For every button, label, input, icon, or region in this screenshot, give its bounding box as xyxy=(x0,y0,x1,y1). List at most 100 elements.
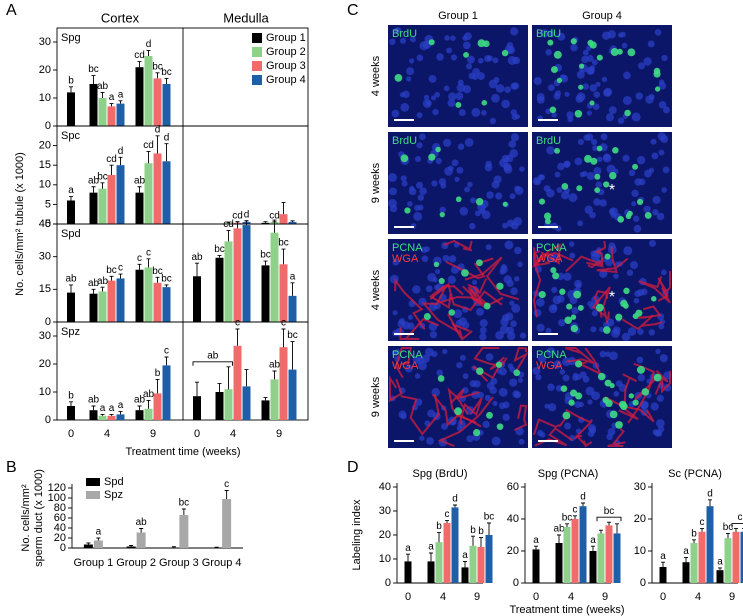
bar xyxy=(135,67,144,126)
panel-letter: C xyxy=(347,2,359,19)
nucleus xyxy=(655,419,665,428)
nucleus xyxy=(535,374,542,381)
nucleus xyxy=(400,413,407,420)
labeled-cell xyxy=(513,369,521,377)
nucleus xyxy=(615,380,623,388)
nucleus xyxy=(563,272,572,281)
nucleus xyxy=(555,384,563,392)
micrograph: BrdU xyxy=(388,132,528,234)
panel-letter: D xyxy=(347,459,359,476)
x-tick-label: 4 xyxy=(230,428,236,440)
bar xyxy=(242,386,251,420)
labeled-cell xyxy=(604,253,611,260)
error-bar xyxy=(692,539,696,543)
bar xyxy=(706,506,714,583)
annotation: * xyxy=(609,182,615,199)
labeled-cell xyxy=(554,147,561,154)
nucleus xyxy=(602,153,612,163)
labeled-cell xyxy=(560,385,568,393)
bar xyxy=(555,543,563,583)
nucleus xyxy=(575,282,582,289)
nucleus xyxy=(557,162,565,171)
nucleus xyxy=(432,277,438,283)
nucleus xyxy=(628,169,636,177)
nucleus xyxy=(510,82,518,90)
significance-letter: a xyxy=(109,403,115,414)
bar xyxy=(153,393,162,420)
nucleus xyxy=(634,290,641,297)
chart-title: Sc (PCNA) xyxy=(668,468,722,480)
y-tick-label: 30 xyxy=(379,505,391,517)
nucleus xyxy=(431,180,438,187)
labeled-cell xyxy=(552,272,560,280)
error-bar xyxy=(573,515,577,519)
error-bar xyxy=(118,411,123,415)
labeled-cell xyxy=(574,360,583,368)
x-axis-label: Treatment time (weeks) xyxy=(509,604,624,616)
nucleus xyxy=(636,356,644,364)
labeled-cell xyxy=(475,197,484,206)
error-bar xyxy=(453,504,457,508)
micrograph-background xyxy=(388,25,528,127)
nucleus xyxy=(631,201,637,207)
y-tick-label: 0 xyxy=(640,577,646,589)
nucleus xyxy=(627,327,637,336)
error-bar xyxy=(118,156,123,166)
nucleus xyxy=(510,27,519,36)
nucleus xyxy=(421,354,430,363)
nucleus xyxy=(545,327,552,334)
significance-letter: c xyxy=(700,517,705,528)
nucleus xyxy=(546,146,555,155)
significance-letter: b xyxy=(68,390,74,401)
nucleus xyxy=(613,273,619,279)
nucleus xyxy=(633,215,640,222)
y-axis-label: No. cells/mm² xyxy=(20,484,32,552)
stain-label: WGA xyxy=(392,360,419,372)
x-tick-label: 4 xyxy=(695,591,701,603)
y-tick-label: 0 xyxy=(385,577,391,589)
bar xyxy=(89,410,98,420)
nucleus xyxy=(566,111,574,119)
nucleus xyxy=(591,138,598,145)
nucleus xyxy=(510,133,519,142)
error-bar xyxy=(700,528,704,532)
bar xyxy=(89,84,98,126)
error-bar xyxy=(146,258,151,268)
significance-letter: ab xyxy=(191,252,203,263)
bar xyxy=(435,542,443,583)
y-tick-label: 30 xyxy=(39,251,51,263)
nucleus xyxy=(563,160,571,168)
error-bar xyxy=(91,186,96,193)
significance-letter: a xyxy=(96,527,102,538)
error-bar xyxy=(226,230,231,242)
nucleus xyxy=(492,57,499,64)
labeled-cell xyxy=(653,373,662,382)
nucleus xyxy=(519,332,527,339)
nucleus xyxy=(400,175,407,182)
bar xyxy=(233,228,242,322)
nucleus xyxy=(509,193,516,200)
nucleus xyxy=(389,204,398,213)
membrane-stain xyxy=(389,374,403,403)
significance-letter: c xyxy=(146,247,151,258)
nucleus xyxy=(592,145,599,152)
nucleus xyxy=(462,373,469,380)
labeled-cell xyxy=(566,303,573,310)
error-bar xyxy=(557,534,561,543)
error-bar xyxy=(171,546,176,548)
y-tick-label: 15 xyxy=(39,159,51,171)
bar xyxy=(67,292,75,322)
nucleus xyxy=(438,178,447,186)
row-label: Spd xyxy=(61,228,81,240)
membrane-stain xyxy=(450,388,480,404)
bar xyxy=(288,222,297,224)
nucleus xyxy=(504,86,511,94)
error-bar xyxy=(69,86,73,93)
nucleus xyxy=(448,92,457,101)
labeled-cell xyxy=(394,74,403,82)
nucleus xyxy=(537,354,547,363)
bar xyxy=(212,547,222,548)
nucleus xyxy=(648,329,656,336)
nucleus xyxy=(612,326,621,335)
nucleus xyxy=(413,211,423,221)
